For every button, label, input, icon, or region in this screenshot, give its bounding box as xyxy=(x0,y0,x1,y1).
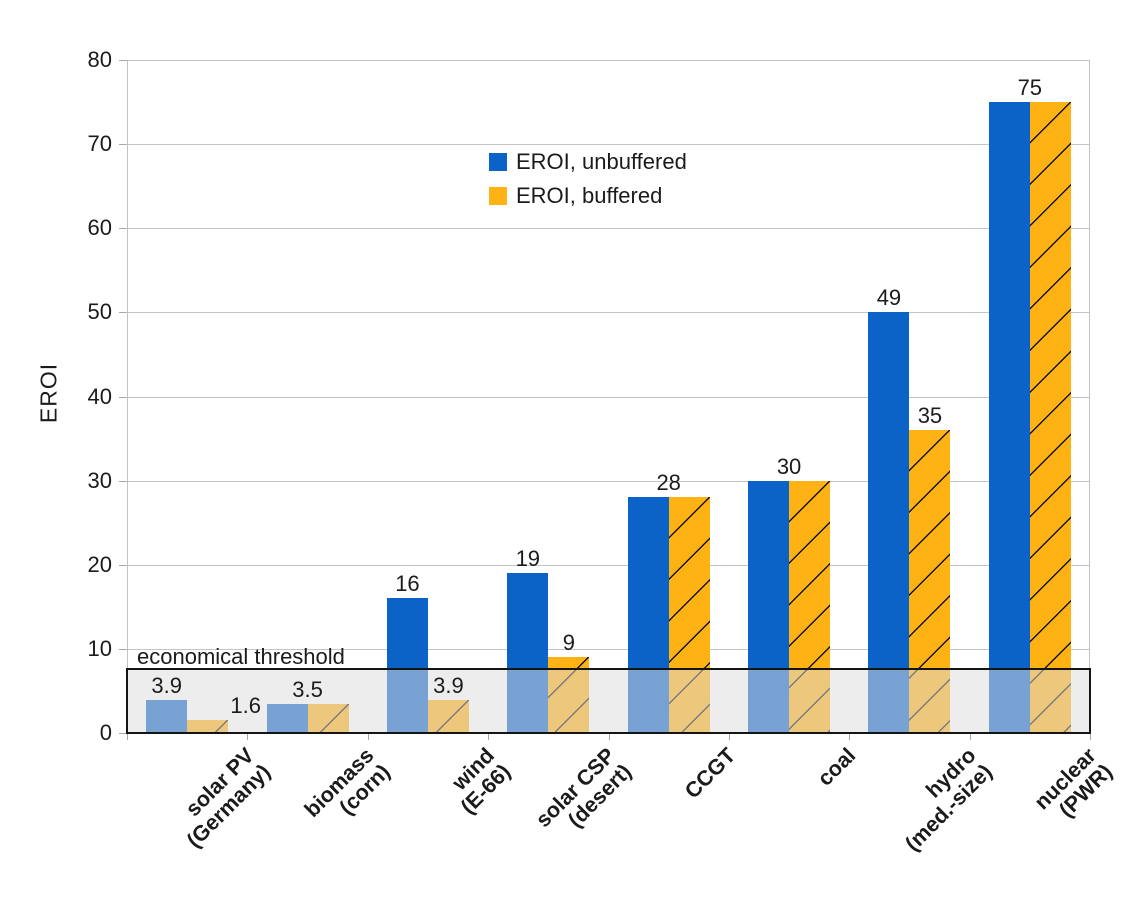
y-tick-label: 70 xyxy=(87,131,112,157)
y-axis-tick xyxy=(119,480,127,482)
bar-value-label: 75 xyxy=(1017,75,1043,101)
x-axis-tick xyxy=(1090,733,1091,740)
y-tick-label: 40 xyxy=(87,383,112,409)
category-label: wind (E-66) xyxy=(447,743,516,819)
threshold-band xyxy=(126,668,1091,734)
legend: EROI, unbuffered EROI, buffered xyxy=(489,149,687,208)
bar-value-label: 30 xyxy=(776,453,802,479)
legend-swatch-unbuffered-icon xyxy=(489,152,507,171)
y-tick-label: 0 xyxy=(99,720,112,745)
bar-value-label: 49 xyxy=(876,285,902,311)
gridline xyxy=(127,396,1090,398)
y-axis-tick xyxy=(119,396,127,398)
category-label: nuclear (PWR) xyxy=(1030,743,1118,823)
bar-value-label: 16 xyxy=(395,571,420,597)
x-axis-tick xyxy=(969,733,971,740)
y-tick-label: 10 xyxy=(87,635,112,661)
y-axis-tick xyxy=(119,312,127,314)
y-tick-label: 20 xyxy=(87,551,112,577)
legend-label-buffered: EROI, buffered xyxy=(516,183,663,208)
y-axis-tick xyxy=(119,228,127,230)
bar-value-label: 3.9 xyxy=(433,673,464,699)
category-label: CCGT xyxy=(679,743,740,804)
legend-swatch-buffered-icon xyxy=(489,186,507,205)
threshold-label: economical threshold xyxy=(137,644,345,669)
y-axis-tick xyxy=(119,564,127,566)
bar-value-label: 9 xyxy=(562,630,575,656)
gridline xyxy=(127,648,1090,650)
y-axis-tick xyxy=(119,144,127,146)
category-label: solar CSP (desert) xyxy=(530,743,636,833)
category-label: coal xyxy=(812,743,861,791)
y-tick-label: 50 xyxy=(87,299,112,325)
bar-unbuffered xyxy=(868,312,910,733)
bar-buffered xyxy=(1029,102,1071,733)
bar-value-label: 35 xyxy=(917,403,943,429)
x-axis-tick xyxy=(127,733,128,740)
gridline xyxy=(127,480,1090,482)
y-axis-tick xyxy=(119,648,127,650)
category-label: biomass (corn) xyxy=(300,743,396,822)
gridline xyxy=(127,228,1090,230)
y-tick-label: 80 xyxy=(87,47,112,72)
category-label: hydro (med.-size) xyxy=(900,743,997,856)
category-label: solar PV (Germany) xyxy=(180,743,275,853)
x-axis-tick xyxy=(849,733,851,740)
bar-value-label: 3.5 xyxy=(292,676,323,702)
bar-value-label: 3.9 xyxy=(151,673,182,699)
legend-label-unbuffered: EROI, unbuffered xyxy=(516,149,687,174)
legend-item-unbuffered: EROI, unbuffered xyxy=(489,149,687,174)
bar-value-label: 1.6 xyxy=(230,692,261,718)
y-tick-label: 30 xyxy=(87,467,112,493)
y-axis-tick xyxy=(119,733,127,734)
gridline xyxy=(127,312,1090,314)
y-tick-label: 60 xyxy=(87,215,112,241)
x-axis-tick xyxy=(488,733,490,740)
gridline xyxy=(127,144,1090,146)
x-axis-tick xyxy=(608,733,610,740)
x-axis-tick xyxy=(247,733,249,740)
y-axis-tick xyxy=(119,60,127,61)
x-axis-tick xyxy=(728,733,730,740)
bar-value-label: 28 xyxy=(656,470,681,496)
gridline xyxy=(127,564,1090,566)
legend-item-buffered: EROI, buffered xyxy=(489,183,687,208)
bar-unbuffered xyxy=(988,102,1030,733)
x-axis-tick xyxy=(367,733,369,740)
bar-value-label: 19 xyxy=(515,546,541,572)
